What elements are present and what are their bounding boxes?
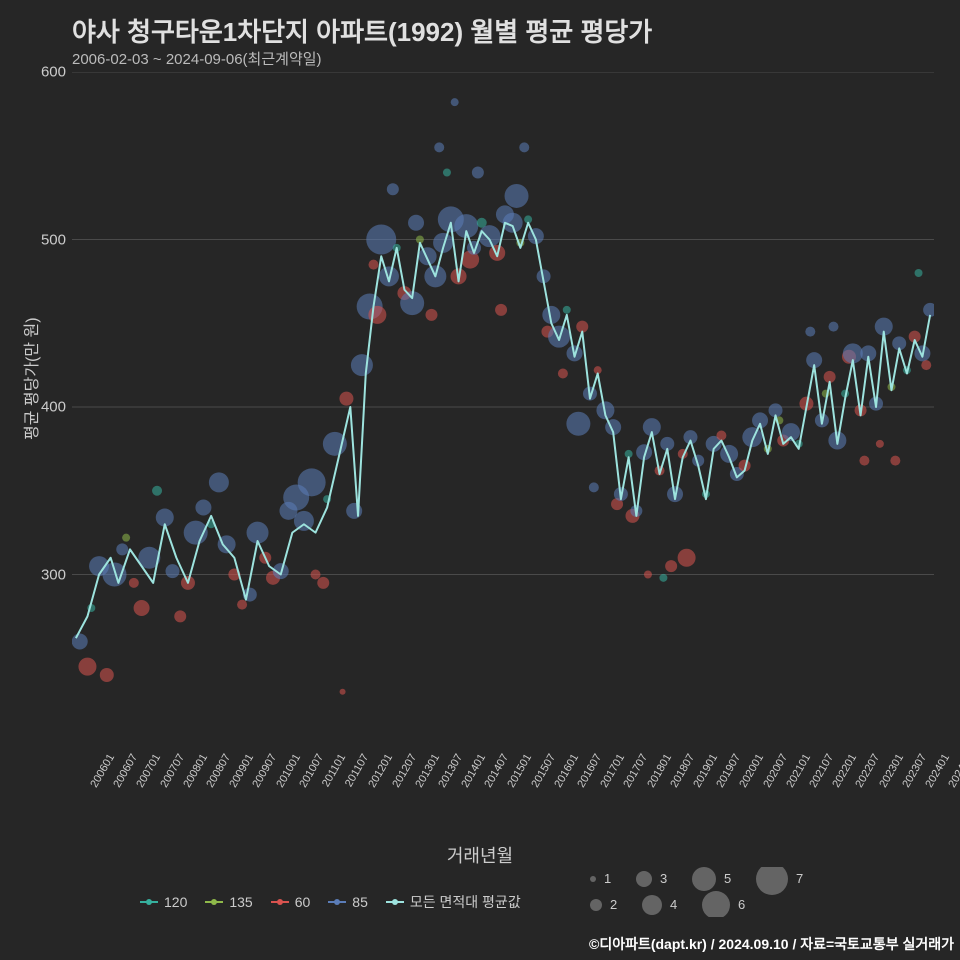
legend-label: 모든 면적대 평균값 — [410, 892, 521, 912]
data-point — [478, 225, 500, 247]
y-tick-label: 500 — [6, 231, 66, 248]
data-point — [346, 503, 362, 519]
legend-item: 135 — [205, 894, 252, 910]
data-point — [589, 482, 599, 492]
data-point — [174, 610, 186, 622]
data-point — [472, 167, 484, 179]
y-tick-label: 400 — [6, 399, 66, 416]
data-point — [379, 266, 399, 286]
data-point — [103, 563, 127, 587]
legend-swatch — [205, 901, 223, 903]
data-point — [78, 658, 96, 676]
data-point — [859, 456, 869, 466]
data-point — [129, 578, 139, 588]
data-point — [805, 327, 815, 337]
data-point — [366, 225, 396, 255]
data-point — [419, 247, 437, 265]
data-point — [876, 440, 884, 448]
data-point — [566, 412, 590, 436]
data-point — [923, 303, 934, 317]
legend-series: 120 135 60 85 모든 면적대 평균값 — [140, 892, 560, 912]
data-point — [828, 322, 838, 332]
data-point — [519, 142, 529, 152]
data-point — [116, 543, 128, 555]
data-point — [351, 354, 373, 376]
data-point — [152, 486, 162, 496]
data-point — [505, 184, 529, 208]
data-point — [237, 600, 247, 610]
data-point — [563, 306, 571, 314]
svg-text:7: 7 — [796, 871, 803, 886]
legend-label: 60 — [295, 894, 311, 910]
y-tick-label: 300 — [6, 566, 66, 583]
y-tick-label: 600 — [6, 64, 66, 81]
legend-swatch — [271, 901, 289, 903]
svg-text:3: 3 — [660, 871, 667, 886]
data-point — [659, 574, 667, 582]
data-point — [340, 689, 346, 695]
svg-text:6: 6 — [738, 897, 745, 912]
data-point — [166, 564, 180, 578]
data-point — [294, 511, 314, 531]
data-point — [369, 260, 379, 270]
data-point — [387, 183, 399, 195]
data-point — [339, 392, 353, 406]
y-axis-label: 평균 평당가(만 원) — [18, 317, 42, 440]
x-axis-label: 거래년월 — [0, 842, 960, 868]
avg-line — [76, 223, 930, 638]
svg-text:5: 5 — [724, 871, 731, 886]
data-point — [716, 430, 726, 440]
data-point — [558, 369, 568, 379]
legend-swatch — [386, 901, 404, 903]
data-point — [678, 549, 696, 567]
legend-label: 85 — [352, 894, 368, 910]
data-point — [311, 570, 321, 580]
data-point — [495, 304, 507, 316]
data-point — [890, 456, 900, 466]
data-point — [100, 668, 114, 682]
data-point — [921, 360, 931, 370]
chart-container: 야사 청구타운1차단지 아파트(1992) 월별 평균 평당가 2006-02-… — [0, 0, 960, 960]
legend-size: 1 3 5 7 2 4 6 — [580, 867, 930, 920]
data-point — [122, 534, 130, 542]
data-point — [298, 468, 326, 496]
svg-text:2: 2 — [610, 897, 617, 912]
data-point — [317, 577, 329, 589]
data-point — [451, 98, 459, 106]
data-point — [72, 634, 88, 650]
svg-text:1: 1 — [604, 871, 611, 886]
plot-area — [72, 72, 934, 742]
data-point — [443, 169, 451, 177]
legend-item: 모든 면적대 평균값 — [386, 892, 521, 912]
legend-label: 120 — [164, 894, 187, 910]
data-point — [195, 500, 211, 516]
legend-item: 85 — [328, 894, 368, 910]
data-point — [134, 600, 150, 616]
legend-item: 60 — [271, 894, 311, 910]
chart-subtitle: 2006-02-03 ~ 2024-09-06(최근계약일) — [72, 48, 322, 69]
data-point — [434, 142, 444, 152]
data-point — [425, 309, 437, 321]
data-point — [915, 269, 923, 277]
data-point — [644, 571, 652, 579]
data-point — [209, 472, 229, 492]
legend-swatch — [140, 901, 158, 903]
svg-text:4: 4 — [670, 897, 677, 912]
data-point — [720, 445, 738, 463]
legend-label: 135 — [229, 894, 252, 910]
legend-item: 120 — [140, 894, 187, 910]
legend-swatch — [328, 901, 346, 903]
data-point — [408, 215, 424, 231]
chart-title: 야사 청구타운1차단지 아파트(1992) 월별 평균 평당가 — [72, 12, 652, 49]
data-point — [665, 560, 677, 572]
footer-credit: ©디아파트(dapt.kr) / 2024.09.10 / 자료=국토교통부 실… — [589, 934, 954, 954]
